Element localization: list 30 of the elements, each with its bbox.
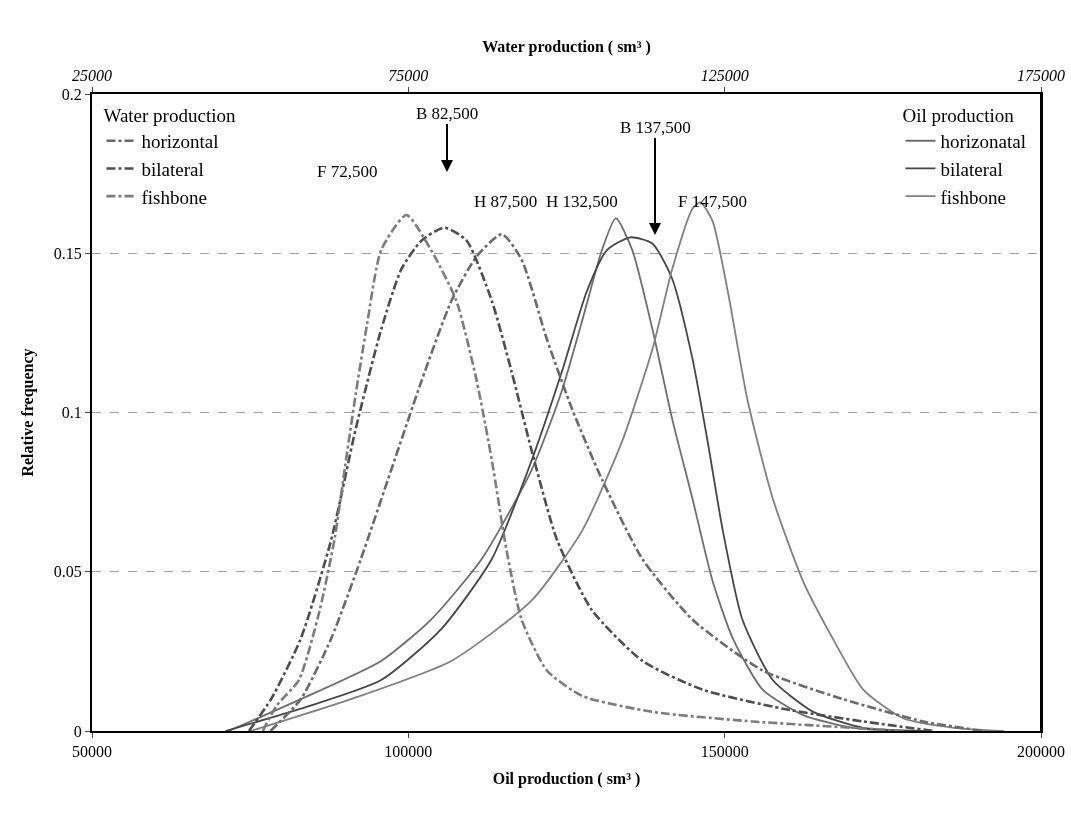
x2-tick-label: 125000 [700, 66, 749, 84]
y-axis-title: Relative frequency [19, 348, 38, 477]
text: Water production [103, 104, 236, 126]
annotation: F 147,500 [678, 192, 747, 211]
x-tick-label: 50000 [72, 743, 112, 761]
x-axis-title: Oil production ( sm³ ) [492, 770, 641, 789]
y-tick-label: 0.05 [53, 563, 82, 581]
legend-label: fishbone [940, 186, 1006, 208]
y-tick-label: 0.15 [53, 244, 82, 262]
y-tick-label: 0.2 [61, 85, 82, 103]
legend-label: horizontal [141, 131, 219, 153]
legend-label: bilateral [940, 158, 1003, 180]
x2-tick-label: 175000 [1017, 66, 1065, 84]
x2-tick-label: 75000 [388, 66, 429, 84]
legend-label: bilateral [141, 158, 204, 180]
annotation: F 72,500 [317, 162, 378, 181]
x-tick-label: 150000 [700, 743, 749, 761]
legend-label: horizonatal [940, 131, 1026, 153]
annotation: B 137,500 [620, 118, 691, 137]
y-tick-label: 0 [73, 722, 82, 740]
text: Oil production [902, 104, 1014, 126]
annotation: H 87,500 [474, 192, 538, 211]
annotation: B 82,500 [416, 104, 479, 123]
x2-axis-title: Water production ( sm³ ) [482, 38, 651, 56]
legend-label: fishbone [141, 186, 207, 208]
y-tick-label: 0.1 [61, 404, 82, 422]
x2-tick-label: 25000 [72, 66, 112, 84]
x-tick-label: 200000 [1017, 743, 1065, 761]
annotation: H 132,500 [546, 192, 618, 211]
x-tick-label: 100000 [384, 743, 433, 761]
